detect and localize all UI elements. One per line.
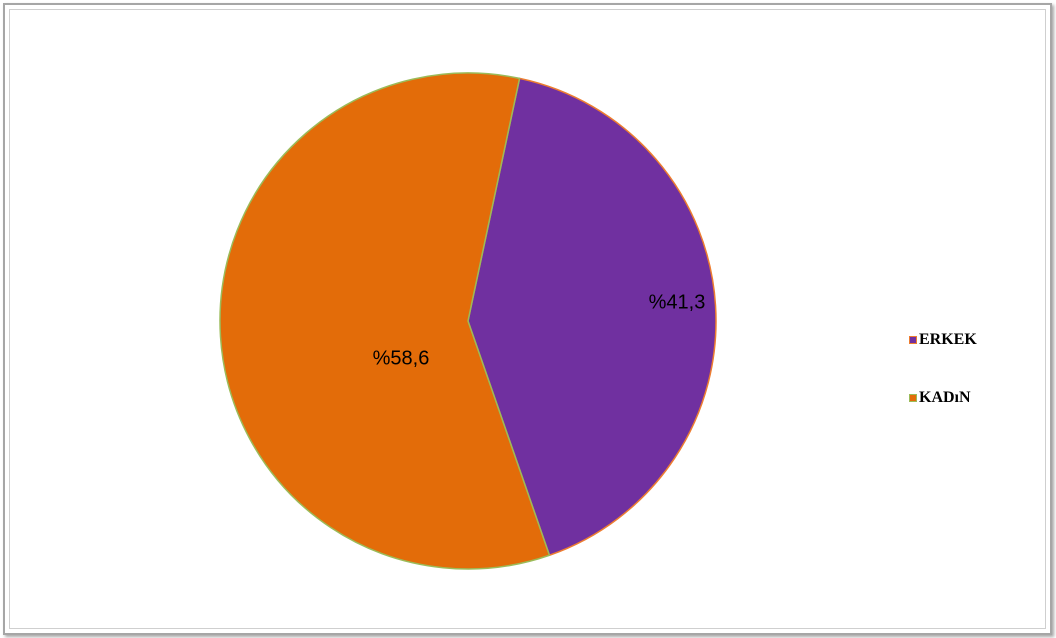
pie-data-labels: %41,3 %58,6 [373, 291, 706, 369]
legend-swatch-erkek [909, 336, 917, 344]
legend-label-kadin: KADıN [919, 389, 971, 406]
data-label-erkek: %41,3 [649, 291, 706, 313]
legend-item-erkek: ERKEK [909, 330, 977, 350]
legend-item-kadin: KADıN [909, 388, 977, 408]
pie-slice-erkek [467, 77, 717, 556]
chart-inner-border [9, 9, 1046, 629]
legend-swatch-kadin [909, 394, 917, 402]
pie-slices [219, 72, 717, 570]
legend-label-erkek: ERKEK [919, 331, 977, 348]
data-label-kadin: %58,6 [373, 347, 430, 369]
pie-slice-kadin [219, 72, 551, 570]
legend: ERKEK KADıN [909, 330, 977, 446]
